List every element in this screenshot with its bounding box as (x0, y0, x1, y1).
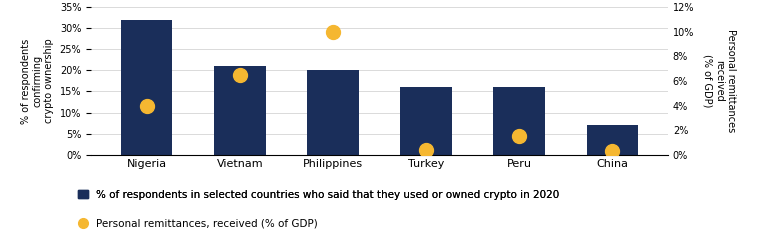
Point (606, 149, 618, 153)
Bar (307, 70, 358, 155)
Bar (587, 125, 638, 155)
Y-axis label: Personal remittances
received
(% of GDP): Personal remittances received (% of GDP) (703, 29, 735, 133)
Point (234, 73, 246, 77)
Legend: Personal remittances, received (% of GDP): Personal remittances, received (% of GDP… (74, 214, 323, 233)
Y-axis label: % of respondents
confirming
crypto ownership: % of respondents confirming crypto owner… (21, 38, 54, 124)
Legend: % of respondents in selected countries who said that they used or owned crypto i: % of respondents in selected countries w… (74, 186, 564, 204)
Point (513, 134, 525, 138)
Bar (121, 20, 172, 155)
Bar (493, 87, 545, 155)
Point (141, 104, 153, 107)
Bar (214, 66, 266, 155)
Bar (401, 87, 452, 155)
Point (327, 30, 339, 34)
Point (420, 148, 432, 152)
